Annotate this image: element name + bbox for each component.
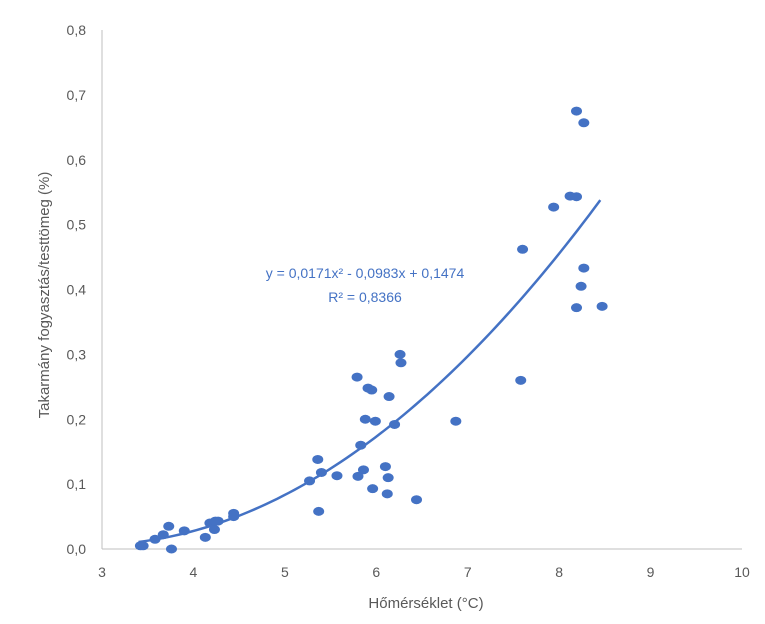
data-point — [178, 526, 190, 536]
data-point — [357, 465, 369, 475]
data-point — [575, 281, 587, 291]
data-point — [366, 385, 378, 395]
x-tick-label: 9 — [647, 564, 655, 580]
data-point — [369, 416, 381, 426]
labels: y = 0,0171x² - 0,0983x + 0,1474 R² = 0,8… — [36, 172, 484, 612]
data-point — [351, 372, 363, 382]
data-point — [149, 534, 161, 544]
x-tick-label: 7 — [464, 564, 472, 580]
data-point — [379, 462, 391, 472]
data-point — [137, 541, 149, 551]
data-point — [312, 454, 324, 464]
data-point — [228, 512, 240, 522]
data-point — [315, 467, 327, 477]
data-point — [571, 303, 583, 313]
x-tick-label: 8 — [555, 564, 563, 580]
data-point — [157, 530, 169, 540]
data-point — [394, 349, 406, 359]
x-axis-title: Hőmérséklet (°C) — [368, 595, 483, 612]
data-point — [571, 106, 583, 116]
data-point — [199, 532, 211, 542]
data-point — [381, 489, 393, 499]
data-point — [382, 473, 394, 483]
data-points — [134, 106, 608, 554]
x-tick-label: 3 — [98, 564, 106, 580]
data-point — [515, 375, 527, 385]
y-axis-title: Takarmány fogyasztás/testtömeg (%) — [36, 172, 53, 419]
y-tick-label: 0,0 — [67, 541, 87, 557]
data-point — [331, 471, 343, 481]
data-point — [367, 484, 379, 494]
y-tick-label: 0,7 — [67, 87, 87, 103]
data-point — [596, 301, 608, 311]
data-point — [571, 192, 583, 202]
y-tick-label: 0,2 — [67, 411, 87, 427]
data-point — [389, 419, 401, 429]
data-point — [352, 471, 364, 481]
y-tick-label: 0,8 — [67, 22, 87, 38]
data-point — [395, 358, 407, 368]
data-point — [517, 244, 529, 254]
data-point — [208, 525, 220, 535]
data-point — [165, 544, 177, 554]
trendline-equation: y = 0,0171x² - 0,0983x + 0,1474 — [266, 265, 465, 281]
y-tick-label: 0,6 — [67, 152, 87, 168]
data-point — [163, 521, 175, 531]
data-point — [359, 414, 371, 424]
y-tick-label: 0,4 — [67, 282, 87, 298]
data-point — [450, 416, 462, 426]
y-tick-label: 0,5 — [67, 217, 87, 233]
axes: 3 4 5 6 7 8 9 10 0,0 0,1 0,2 0,3 0,4 0,5 0,6 0,7 0,8 — [67, 22, 750, 580]
data-point — [411, 495, 423, 505]
data-point — [578, 118, 590, 128]
data-point — [578, 263, 590, 273]
trendline-r-squared: R² = 0,8366 — [328, 289, 402, 305]
data-point — [212, 516, 224, 526]
x-tick-label: 10 — [734, 564, 750, 580]
y-tick-label: 0,1 — [67, 476, 87, 492]
data-point — [304, 476, 316, 486]
x-tick-label: 4 — [190, 564, 198, 580]
data-point — [548, 202, 560, 212]
data-point — [313, 506, 325, 516]
y-tick-label: 0,3 — [67, 346, 87, 362]
data-point — [355, 440, 367, 450]
x-tick-label: 5 — [281, 564, 289, 580]
x-tick-label: 6 — [372, 564, 380, 580]
data-point — [383, 392, 395, 402]
